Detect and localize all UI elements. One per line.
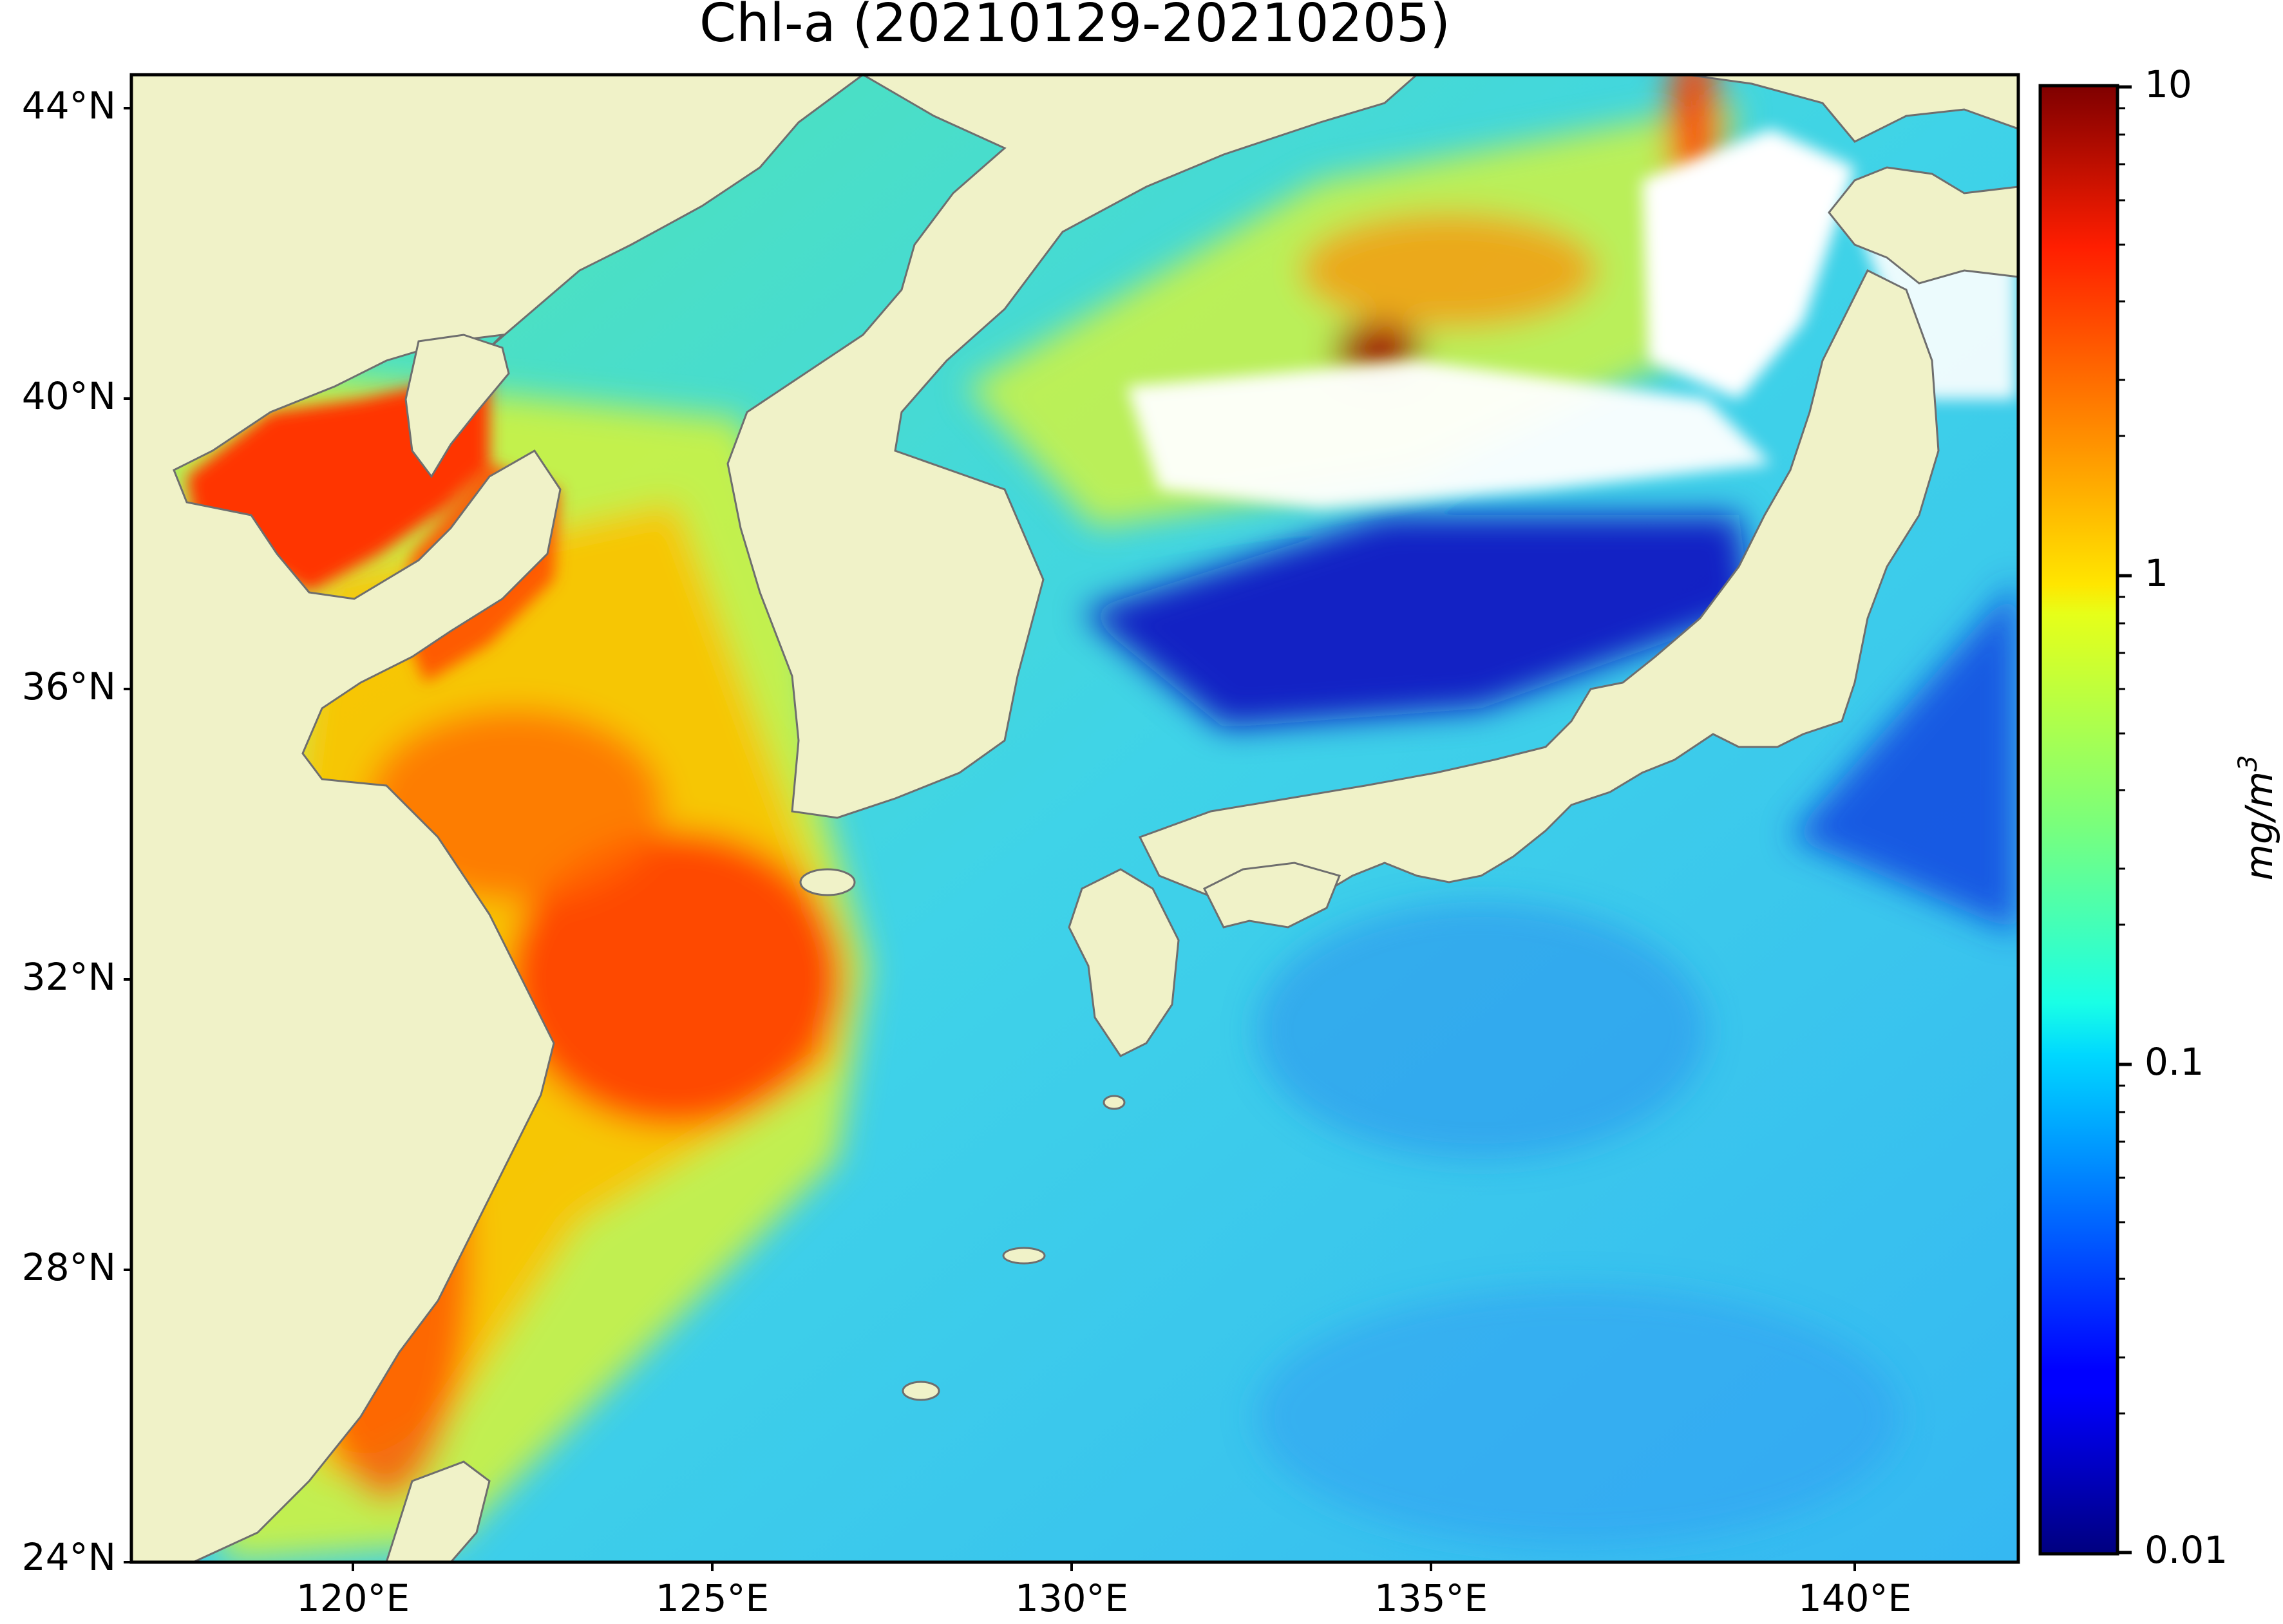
land-masses — [131, 75, 2018, 1562]
colorbar-tick-label: 0.01 — [2145, 1528, 2228, 1572]
colorbar-major-ticks — [2117, 85, 2132, 1554]
chlorophyll-pacific — [1256, 580, 2018, 1545]
lon-tick-label: 135°E — [1374, 1576, 1488, 1620]
lat-tick-label: 36°N — [22, 665, 116, 708]
land-taiwan — [385, 1460, 491, 1562]
lon-tick-label: 140°E — [1798, 1576, 1911, 1620]
colorbar-tick-label: 1 — [2145, 551, 2168, 595]
map-panel — [131, 75, 2018, 1562]
colorbar-minor-ticks — [2117, 107, 2125, 1415]
map-title: Chl-a (20210129-20210205) — [699, 0, 1450, 54]
lon-axis — [352, 1562, 1856, 1571]
colorbar-tick-label: 10 — [2145, 62, 2192, 106]
land-china — [131, 75, 865, 1562]
colorbar-tick-label: 0.1 — [2145, 1040, 2204, 1084]
land-amami — [1002, 1247, 1046, 1265]
land-liaodong — [404, 334, 510, 478]
lon-tick-label: 130°E — [1015, 1576, 1128, 1620]
lat-tick-label: 24°N — [22, 1535, 116, 1579]
colorbar-unit-superscript: 3 — [2233, 755, 2263, 771]
lat-axis — [124, 107, 131, 1563]
colorbar-unit-label: mg/m3 — [2233, 755, 2281, 881]
land-okinawa — [902, 1381, 940, 1401]
land-kyushu — [1068, 868, 1180, 1057]
land-jeju — [799, 868, 856, 896]
lon-tick-label: 125°E — [656, 1576, 769, 1620]
land-island-small — [1103, 1095, 1126, 1110]
svg-text:mg/m3: mg/m3 — [2233, 755, 2281, 881]
lat-tick-label: 40°N — [22, 374, 116, 418]
lon-tick-label: 120°E — [296, 1576, 410, 1620]
land-russia — [1417, 75, 2018, 143]
land-korea — [726, 75, 1419, 819]
colorbar-unit-text: mg/m — [2237, 771, 2281, 880]
land-shikoku — [1202, 862, 1341, 929]
lat-tick-label: 28°N — [22, 1245, 116, 1289]
colorbar — [2038, 84, 2119, 1556]
lat-tick-label: 44°N — [22, 84, 116, 127]
lat-tick-label: 32°N — [22, 955, 116, 999]
land-honshu — [1138, 269, 1940, 916]
map-frame — [129, 73, 2020, 1564]
land-hokkaido — [1828, 166, 2018, 285]
